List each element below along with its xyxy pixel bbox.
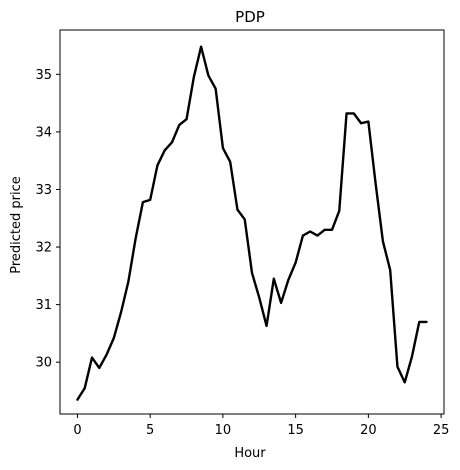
x-tick-label: 15 <box>287 423 304 438</box>
y-axis-label: Predicted price <box>9 176 24 274</box>
x-tick-label: 5 <box>146 423 154 438</box>
plot-area <box>59 29 445 415</box>
y-tick-label: 33 <box>35 183 52 198</box>
x-tick-label: 0 <box>73 423 81 438</box>
y-tick-label: 31 <box>35 298 52 313</box>
series-line <box>76 45 428 401</box>
chart-title: PDP <box>235 8 265 26</box>
x-tick-label: 20 <box>360 423 377 438</box>
y-tick-label: 32 <box>35 241 52 256</box>
y-tick-label: 35 <box>35 68 52 83</box>
y-axis: 30 31 32 33 34 35 <box>35 68 60 371</box>
x-tick-label: 25 <box>433 423 450 438</box>
x-tick-label: 10 <box>215 423 232 438</box>
x-axis: 0 5 10 15 20 25 <box>73 414 449 438</box>
x-axis-label: Hour <box>234 446 266 461</box>
y-tick-label: 34 <box>35 125 52 140</box>
y-tick-label: 30 <box>35 356 52 371</box>
